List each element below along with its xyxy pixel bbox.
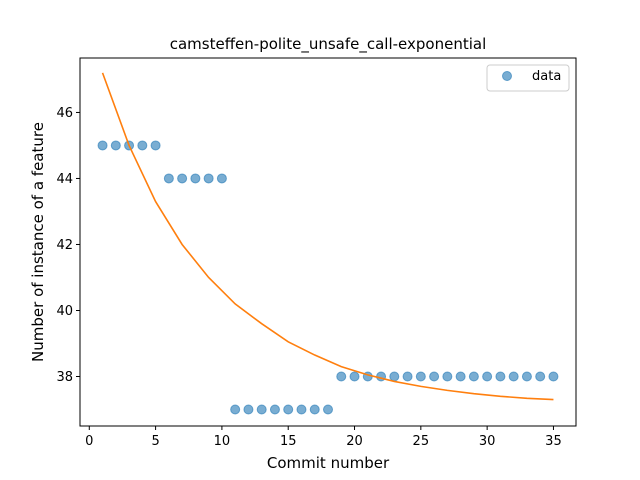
x-tick-label: 25 [413, 434, 430, 449]
data-point [296, 404, 307, 415]
data-point [482, 371, 493, 382]
x-tick-label: 0 [85, 434, 93, 449]
y-axis: 38 40 42 44 46 [56, 106, 80, 385]
x-tick-label: 20 [346, 434, 363, 449]
x-tick-label: 35 [545, 434, 562, 449]
data-point [468, 371, 479, 382]
data-point [455, 371, 466, 382]
data-point [508, 371, 519, 382]
data-point [243, 404, 254, 415]
plot-area [97, 72, 559, 415]
data-point [402, 371, 413, 382]
legend-label-data: data [532, 69, 561, 84]
x-axis-label: Commit number [267, 454, 390, 472]
data-point [203, 173, 214, 184]
data-point [190, 173, 201, 184]
data-point [177, 173, 188, 184]
fit-curve-line [101, 72, 554, 401]
chart-title: camsteffen-polite_unsafe_call-exponentia… [170, 35, 487, 54]
data-point [548, 371, 559, 382]
y-tick-label: 40 [56, 304, 73, 319]
data-point [137, 140, 148, 151]
data-point [97, 140, 108, 151]
x-tick-label: 10 [214, 434, 231, 449]
data-point [442, 371, 453, 382]
legend-marker [502, 71, 512, 81]
data-point [389, 371, 400, 382]
plot-frame [79, 57, 577, 427]
x-tick-label: 5 [151, 434, 159, 449]
data-point [415, 371, 426, 382]
data-point [163, 173, 174, 184]
data-point [349, 371, 360, 382]
data-point [269, 404, 280, 415]
data-point [256, 404, 267, 415]
data-point [521, 371, 532, 382]
x-tick-label: 15 [280, 434, 297, 449]
data-point [110, 140, 121, 151]
y-tick-label: 44 [56, 172, 73, 187]
y-tick-label: 46 [56, 106, 73, 121]
data-point [216, 173, 227, 184]
data-point [230, 404, 241, 415]
x-axis: 0 5 10 15 20 25 30 35 [85, 426, 562, 449]
data-point [495, 371, 506, 382]
y-tick-label: 42 [56, 238, 73, 253]
y-tick-label: 38 [56, 370, 73, 385]
data-point [323, 404, 333, 415]
data-point [150, 140, 161, 151]
data-point [336, 371, 347, 382]
data-point [309, 404, 320, 415]
data-point [535, 371, 546, 382]
data-point [429, 371, 440, 382]
legend: data [486, 64, 570, 92]
y-axis-label: Number of instance of a feature [29, 122, 47, 362]
data-point [283, 404, 294, 415]
x-tick-label: 30 [479, 434, 496, 449]
